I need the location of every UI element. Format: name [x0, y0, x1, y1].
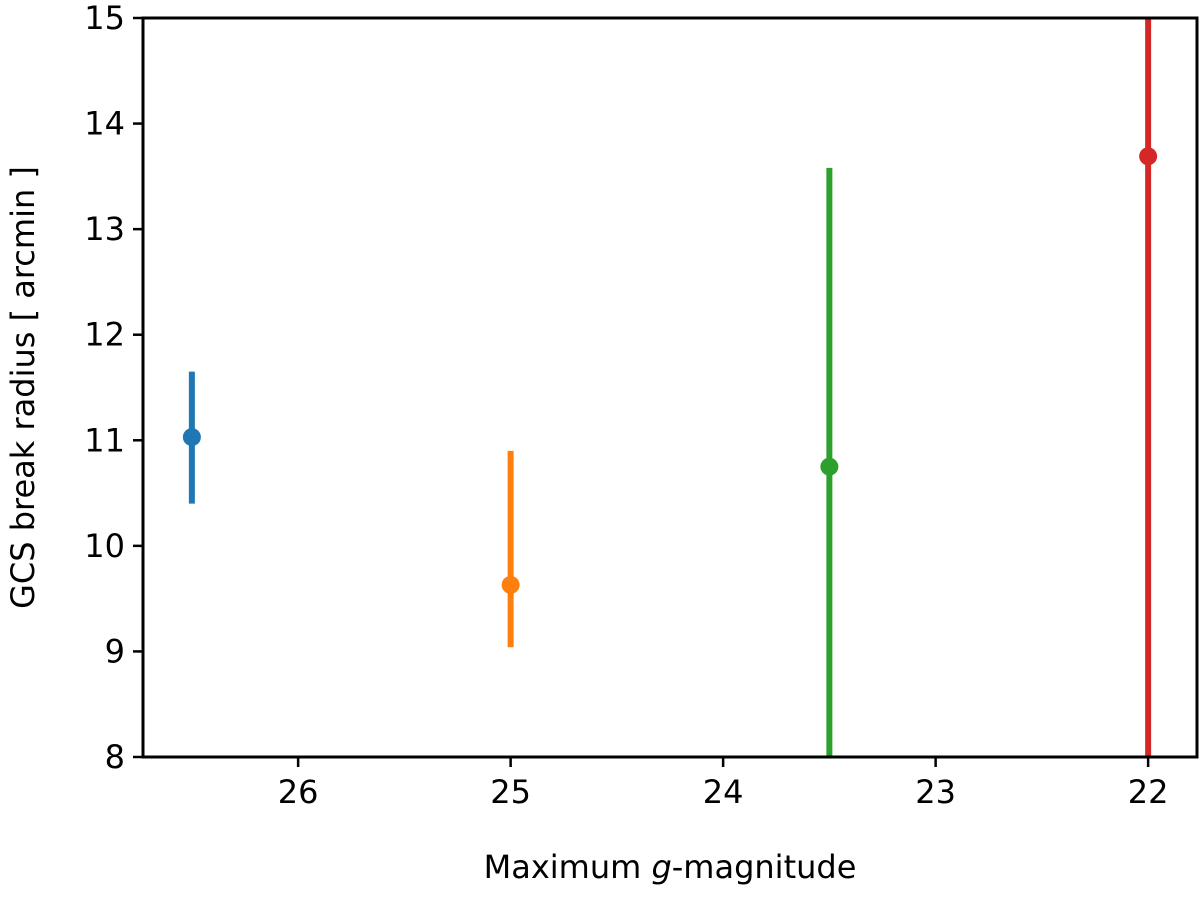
- x-tick-label: 26: [278, 773, 319, 811]
- x-tick-label: 23: [915, 773, 956, 811]
- x-tick-label: 22: [1128, 773, 1169, 811]
- x-axis: 26 25 24 23 22: [278, 757, 1169, 811]
- plot-area: [182, 18, 1158, 757]
- x-axis-label: Maximum g-magnitude: [484, 848, 857, 886]
- y-tick-label: 14: [84, 105, 125, 143]
- x-axis-label-pre: Maximum: [484, 848, 652, 886]
- y-tick-label: 12: [84, 316, 125, 354]
- data-point-1: [182, 371, 201, 504]
- y-axis: 8 9 10 11 12 13 14 15: [84, 0, 143, 776]
- y-tick-label: 13: [84, 210, 125, 248]
- marker-4: [1139, 147, 1158, 166]
- x-tick-label: 25: [490, 773, 531, 811]
- x-axis-label-post: -magnitude: [672, 848, 857, 886]
- y-tick-label: 8: [105, 738, 125, 776]
- marker-1: [182, 428, 201, 447]
- y-axis-label: GCS break radius [ arcmin ]: [4, 166, 42, 609]
- axes-frame: [141, 16, 1199, 759]
- marker-3: [820, 457, 839, 476]
- y-tick-label: 11: [84, 421, 125, 459]
- data-point-2: [501, 450, 520, 648]
- x-axis-label-italic: g: [651, 848, 671, 886]
- y-tick-label: 9: [105, 632, 125, 670]
- x-tick-label: 24: [703, 773, 744, 811]
- y-tick-label: 15: [84, 0, 125, 37]
- marker-2: [501, 575, 520, 594]
- y-tick-label: 10: [84, 527, 125, 565]
- data-point-3: [820, 167, 839, 757]
- data-point-4: [1139, 18, 1158, 757]
